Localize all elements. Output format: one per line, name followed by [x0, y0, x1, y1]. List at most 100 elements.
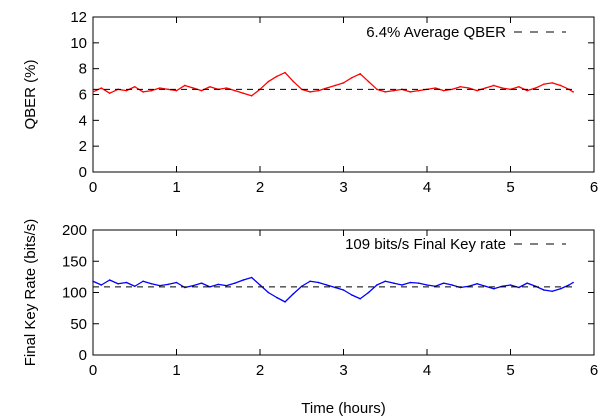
key-rate-y-axis-label: Final Key Rate (bits/s) [22, 219, 39, 367]
qber-data-point [334, 84, 336, 87]
qber-data-point [133, 85, 136, 88]
qber-data-point [184, 84, 186, 87]
qber-x-tick-label: 0 [89, 179, 97, 196]
qber-data-point [493, 84, 495, 87]
key-rate-data-point [292, 292, 295, 295]
qber-data-point [142, 91, 144, 93]
key-rate-data-point [376, 284, 378, 286]
key-rate-data-point [117, 282, 119, 285]
key-rate-data-point [367, 291, 370, 294]
qber-data-point [284, 71, 286, 74]
qber-data-point [167, 88, 169, 91]
qber-data-point [451, 88, 453, 91]
key-rate-data-point [92, 280, 94, 283]
key-rate-legend: 109 bits/s Final Key rate [345, 236, 566, 253]
qber-y-tick-label: 10 [70, 35, 87, 52]
qber-data-point [467, 87, 470, 89]
qber-series-group [92, 71, 574, 97]
key-rate-data-point [476, 282, 478, 285]
qber-data-point [543, 83, 545, 85]
key-rate-data-point [225, 284, 228, 287]
key-rate-x-tick-label: 1 [172, 362, 180, 379]
qber-data-point [509, 88, 512, 91]
key-rate-data-point [426, 284, 428, 286]
qber-legend-label: 6.4% Average QBER [366, 24, 506, 41]
qber-y-axis-label: QBER (%) [22, 59, 39, 129]
qber-y-tick-label: 2 [79, 138, 87, 155]
qber-x-tick-label: 5 [506, 179, 514, 196]
key-rate-data-point [309, 280, 311, 283]
key-rate-data-point [568, 284, 570, 286]
key-rate-x-tick-label: 4 [423, 362, 431, 379]
qber-data-point [292, 80, 295, 83]
key-rate-data-point [401, 284, 403, 286]
key-rate-data-point [284, 301, 286, 303]
qber-data-point [367, 80, 370, 83]
key-rate-data-point [543, 289, 545, 291]
key-rate-x-tick-label: 6 [590, 362, 598, 379]
key-rate-data-point [442, 282, 445, 284]
key-rate-data-point [451, 284, 453, 286]
qber-data-point [317, 89, 320, 92]
qber-y-tick-label: 6 [79, 87, 87, 104]
qber-y-tick-label: 8 [79, 61, 87, 78]
key-rate-plot-frame [92, 229, 595, 356]
qber-data-point [409, 91, 412, 93]
key-rate-data-point [351, 294, 353, 296]
qber-x-tick-label: 1 [172, 179, 180, 196]
key-rate-y-tick-label: 200 [62, 222, 87, 239]
qber-data-point [518, 85, 520, 88]
qber-x-tick-label: 6 [590, 179, 598, 196]
key-rate-data-point [326, 284, 328, 286]
qber-data-point [225, 87, 228, 89]
qber-data-point [200, 89, 203, 92]
qber-data-point [267, 80, 270, 83]
key-rate-data-point [234, 282, 236, 284]
qber-data-point [359, 73, 362, 75]
key-rate-x-ticks: 0 1 2 3 4 5 6 [89, 230, 598, 379]
key-rate-data-point [175, 281, 178, 284]
qber-data-point [150, 89, 153, 92]
key-rate-data-point [384, 280, 387, 283]
qber-data-point [559, 84, 562, 87]
qber-data-point [326, 87, 328, 89]
key-rate-x-tick-label: 2 [256, 362, 264, 379]
qber-data-point [526, 89, 528, 92]
qber-data-point [534, 87, 537, 89]
qber-data-point [234, 89, 236, 92]
qber-plot-frame [92, 16, 595, 173]
qber-data-point [209, 85, 211, 88]
key-rate-y-tick-label: 100 [62, 285, 87, 302]
key-rate-data-point [209, 286, 211, 288]
qber-data-point [250, 94, 253, 97]
qber-data-line [92, 71, 574, 97]
qber-data-point [125, 89, 128, 92]
qber-data-point [442, 89, 445, 92]
key-rate-data-point [142, 280, 144, 283]
qber-data-point [192, 87, 194, 89]
qber-y-tick-label: 12 [70, 9, 87, 26]
qber-data-point [159, 87, 161, 89]
key-rate-x-tick-label: 0 [89, 362, 97, 379]
qber-data-point [392, 89, 395, 92]
key-rate-data-point [100, 284, 103, 286]
key-rate-data-point [359, 297, 362, 300]
key-rate-data-point [242, 279, 245, 281]
time-x-axis-label: Time (hours) [301, 400, 385, 417]
key-rate-data-point [217, 283, 220, 286]
key-rate-data-point [200, 282, 203, 284]
key-rate-data-point [159, 284, 161, 287]
qber-data-point [309, 91, 311, 93]
key-rate-legend-label: 109 bits/s Final Key rate [345, 236, 506, 253]
qber-x-tick-label: 4 [423, 179, 431, 196]
key-rate-data-point [317, 281, 320, 284]
key-rate-data-point [250, 276, 253, 279]
key-rate-x-tick-label: 3 [339, 362, 347, 379]
key-rate-y-tick-label: 0 [79, 347, 87, 364]
key-rate-data-point [192, 284, 194, 287]
key-rate-data-point [572, 281, 574, 284]
qber-data-point [376, 88, 378, 91]
key-rate-data-point [559, 287, 562, 290]
qber-data-point [384, 91, 387, 93]
key-rate-data-point [342, 289, 345, 291]
